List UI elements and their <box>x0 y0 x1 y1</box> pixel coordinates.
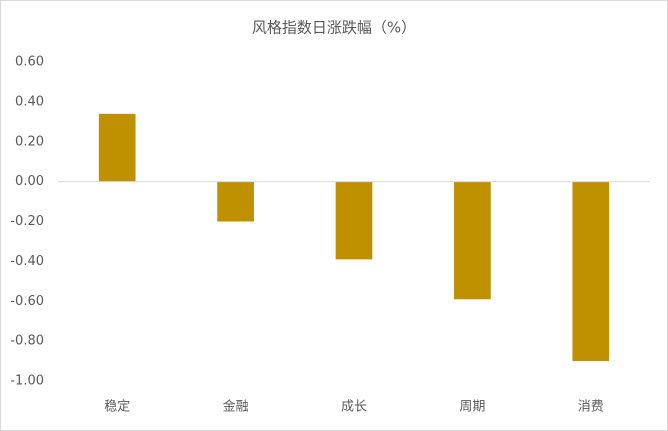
x-tick-label: 成长 <box>341 400 367 415</box>
y-tick-label: -0.80 <box>10 334 44 349</box>
x-tick-label: 消费 <box>578 400 604 415</box>
bar <box>454 181 491 300</box>
x-tick-label: 金融 <box>223 399 249 415</box>
x-tick-label: 稳定 <box>104 399 130 415</box>
y-tick-label: -0.40 <box>10 254 44 269</box>
bar <box>98 113 136 182</box>
y-tick-label: -0.20 <box>10 214 44 229</box>
bar <box>217 181 254 222</box>
bar <box>572 181 610 362</box>
bar <box>335 181 373 260</box>
y-tick-label: 0.40 <box>15 94 44 109</box>
y-tick-label: 0.60 <box>15 55 44 70</box>
y-tick-label: -1.00 <box>10 374 44 389</box>
x-tick-label: 周期 <box>459 400 485 415</box>
chart-title: 风格指数日涨跌幅（%） <box>252 19 416 37</box>
y-tick-label: -0.60 <box>10 294 44 309</box>
y-tick-label: 0.00 <box>15 174 44 189</box>
y-tick-label: 0.20 <box>15 134 44 149</box>
